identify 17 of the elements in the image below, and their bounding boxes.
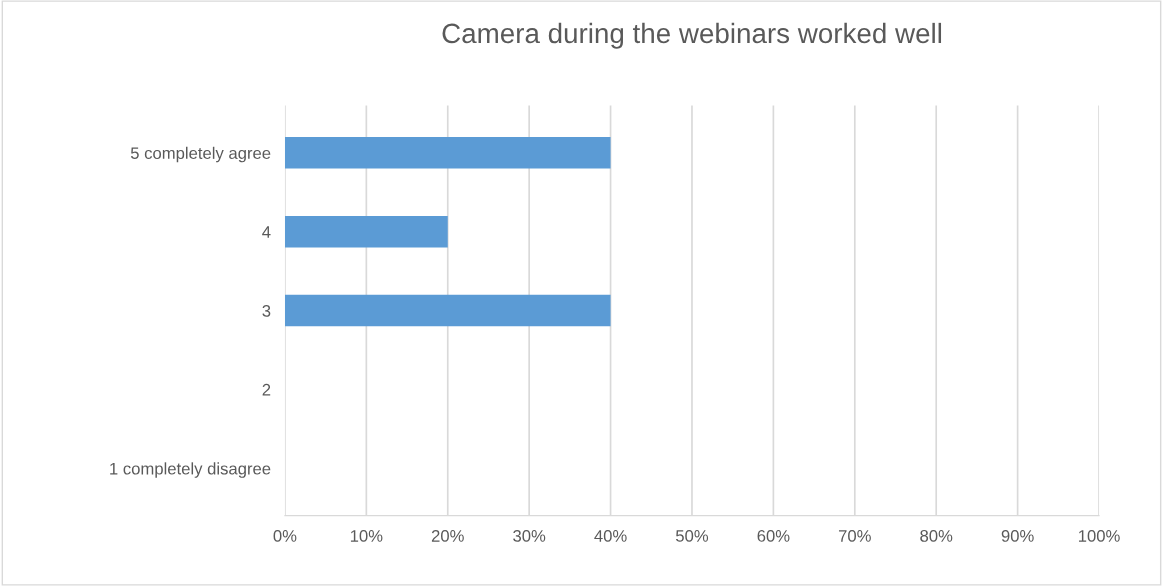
x-tick-label: 10% xyxy=(350,530,383,542)
x-tick-label: 20% xyxy=(431,530,464,542)
x-tick-label: 30% xyxy=(513,530,546,542)
y-tick-label: 1 completely disagree xyxy=(110,462,271,478)
y-tick-label: 4 xyxy=(262,226,271,238)
y-tick-label: 2 xyxy=(262,383,271,396)
x-tick-label: 0% xyxy=(273,530,297,542)
x-tick-label: 40% xyxy=(594,530,627,542)
x-tick-label: 60% xyxy=(757,530,790,542)
x-tick-label: 90% xyxy=(1001,530,1034,542)
y-tick-label: 5 completely agree xyxy=(130,146,271,163)
x-tick-label: 80% xyxy=(920,530,953,542)
x-tick-label: 100% xyxy=(1078,530,1120,542)
chart-title: Camera during the webinars worked well xyxy=(442,22,942,49)
x-tick-label: 70% xyxy=(838,530,871,542)
x-tick-label: 50% xyxy=(675,530,709,542)
y-tick-label: 3 xyxy=(262,304,271,317)
